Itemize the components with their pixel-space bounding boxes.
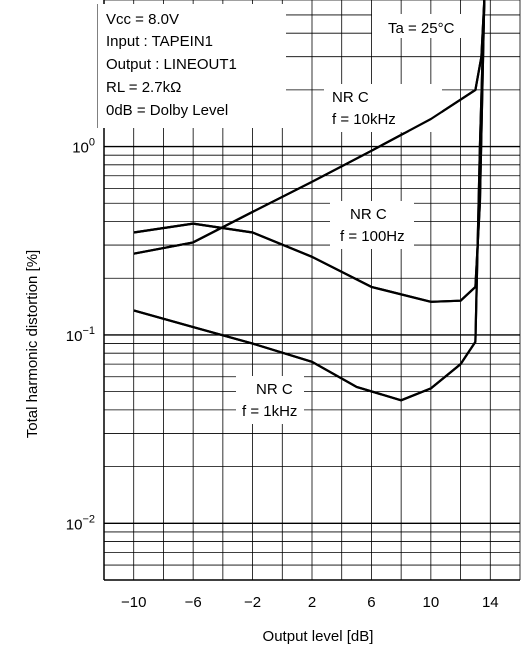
y-axis-label: Total harmonic distortion [%] <box>24 250 41 438</box>
series-label-bg <box>236 376 304 424</box>
ta-label-box: Ta = 25°C <box>372 14 484 38</box>
series-line-overlay-2 <box>133 0 486 402</box>
series-label-name: NR C <box>332 89 369 106</box>
x-tick-label: −10 <box>121 594 146 611</box>
series-label-freq: f = 100Hz <box>340 228 405 245</box>
series-label-name: NR C <box>256 381 293 398</box>
condition-input: Input : TAPEIN1 <box>106 33 213 50</box>
series-line-overlay-0 <box>133 0 486 255</box>
x-tick-label: −6 <box>185 594 202 611</box>
x-tick-label: 14 <box>482 594 499 611</box>
y-tick-label: 10−1 <box>66 325 95 345</box>
condition-load: RL = 2.7kΩ <box>106 79 181 96</box>
condition-output: Output : LINEOUT1 <box>106 56 237 73</box>
x-tick-label: 6 <box>367 594 375 611</box>
y-tick-label: 100 <box>72 137 95 157</box>
series-label-bg <box>330 201 414 249</box>
series-label-freq: f = 10kHz <box>332 111 396 128</box>
series-label-name: NR C <box>350 206 387 223</box>
condition-zero-db: 0dB = Dolby Level <box>106 102 228 119</box>
x-axis-label: Output level [dB] <box>263 628 374 645</box>
series-labels: NR C f = 10kHz NR C f = 100Hz NR C f = 1kHz <box>133 0 486 424</box>
conditions-box: Vcc = 8.0V Input : TAPEIN1 Output : LINE… <box>98 4 286 128</box>
ta-label: Ta = 25°C <box>388 20 455 37</box>
y-tick-labels: 100 10−1 10−2 <box>66 137 95 534</box>
x-tick-labels: −10 −6 −2 2 6 10 14 <box>121 594 499 611</box>
x-tick-label: 2 <box>308 594 316 611</box>
condition-vcc: Vcc = 8.0V <box>106 11 179 28</box>
series-label-freq: f = 1kHz <box>242 403 297 420</box>
x-tick-label: −2 <box>244 594 261 611</box>
x-tick-label: 10 <box>423 594 440 611</box>
y-tick-label: 10−2 <box>66 513 95 533</box>
